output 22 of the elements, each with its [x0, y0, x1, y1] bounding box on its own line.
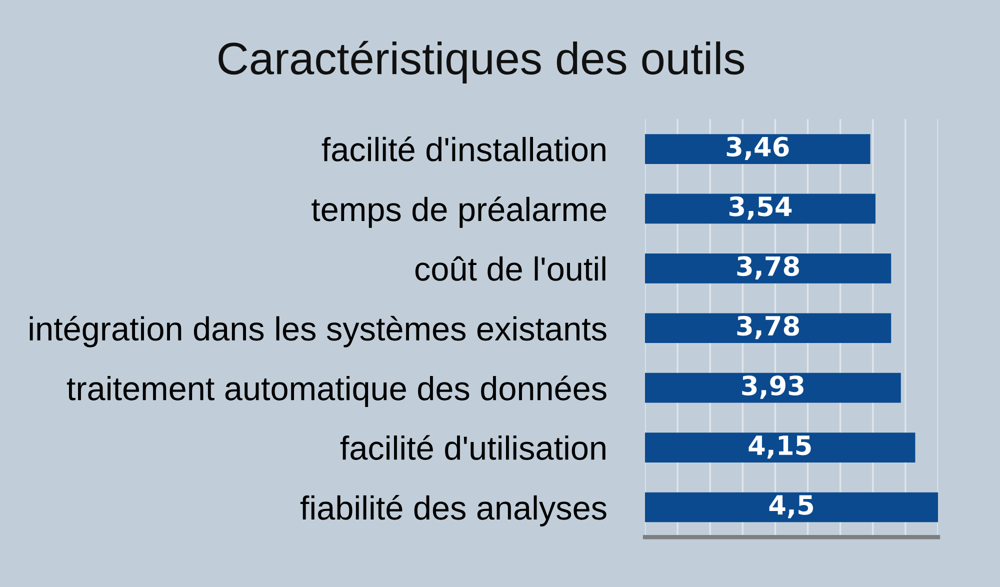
data-label: 3,54	[729, 196, 792, 220]
y-tick-label: coût de l'outil	[415, 256, 606, 281]
y-tick-label: traitement automatique des données	[66, 376, 606, 408]
data-label: 3,78	[737, 316, 799, 340]
y-tick-label: temps de préalarme	[312, 196, 606, 228]
bar	[645, 313, 892, 344]
bar	[645, 432, 916, 462]
chart-title: Caractéristiques des outils	[218, 40, 744, 84]
data-label: 4,15	[748, 436, 811, 459]
bar	[645, 134, 870, 164]
data-label: 3,78	[737, 256, 799, 280]
bar	[645, 492, 938, 522]
data-label: 3,93	[742, 376, 804, 399]
y-tick-label: facilité d'utilisation	[340, 435, 606, 460]
y-tick-label: fiabilité des analyses	[300, 494, 606, 526]
bar	[645, 254, 892, 284]
bar	[645, 194, 876, 224]
y-tick-label: facilité d'installation	[322, 136, 606, 162]
data-label: 4,5	[769, 495, 814, 518]
data-label: 3,46	[726, 136, 789, 160]
y-tick-label: intégration dans les systèmes existants	[30, 316, 606, 348]
bar	[645, 372, 901, 403]
